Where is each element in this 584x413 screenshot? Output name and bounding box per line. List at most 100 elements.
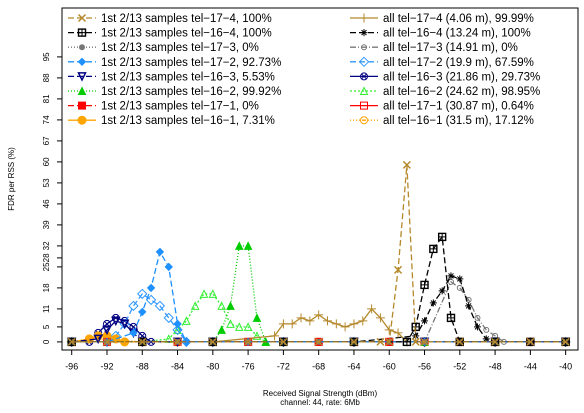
legend-marker xyxy=(78,101,86,110)
y-tick-label: 60 xyxy=(42,157,51,166)
marker-part xyxy=(361,44,367,51)
marker-part xyxy=(138,307,147,317)
marker-part xyxy=(93,334,103,345)
data-point xyxy=(217,325,226,334)
marker-part xyxy=(102,319,111,328)
data-point xyxy=(234,241,244,250)
marker-part xyxy=(360,29,368,37)
data-point xyxy=(137,288,148,300)
marker-part xyxy=(331,319,341,329)
data-point xyxy=(421,317,429,325)
x-tick-label: -60 xyxy=(383,361,396,371)
legend-marker xyxy=(361,44,367,51)
data-point xyxy=(491,337,500,346)
marker-part xyxy=(296,313,306,323)
marker-part xyxy=(403,338,411,346)
data-point xyxy=(217,301,226,310)
data-point xyxy=(376,337,385,346)
y-tick-label: 46 xyxy=(42,199,51,208)
y-tick-label: 67 xyxy=(42,136,51,145)
data-point xyxy=(287,319,297,329)
data-point xyxy=(482,335,490,343)
data-point xyxy=(163,312,174,324)
data-point xyxy=(385,337,394,346)
marker-part xyxy=(393,328,403,338)
marker-part xyxy=(129,328,138,338)
marker-part xyxy=(252,313,262,322)
data-point xyxy=(111,316,121,327)
y-tick-label: 18 xyxy=(42,283,51,292)
marker-part xyxy=(77,86,87,95)
x-tick-label: -76 xyxy=(242,361,255,371)
legend-marker xyxy=(77,72,87,82)
marker-part xyxy=(526,337,535,346)
data-point xyxy=(394,265,403,274)
marker-part xyxy=(139,333,146,339)
marker-part xyxy=(455,337,464,346)
legend-marker xyxy=(359,13,369,23)
series-line xyxy=(71,245,566,343)
marker-part xyxy=(78,101,86,110)
data-point xyxy=(279,337,288,346)
data-point xyxy=(129,328,138,338)
data-point xyxy=(155,247,165,257)
data-point xyxy=(138,307,147,317)
marker-part xyxy=(367,304,377,314)
marker-part xyxy=(287,319,297,329)
data-point xyxy=(138,337,147,346)
marker-part xyxy=(363,119,365,122)
marker-part xyxy=(491,337,500,346)
marker-part xyxy=(102,325,112,336)
marker-part xyxy=(67,337,76,346)
data-point xyxy=(226,301,235,310)
marker-part xyxy=(217,301,226,310)
legend-marker xyxy=(79,44,85,51)
marker-part xyxy=(361,73,367,80)
legend-label: 1st 2/13 samples tel−16−4, 100% xyxy=(101,28,272,40)
marker-part xyxy=(429,245,437,253)
x-tick-label: -48 xyxy=(489,361,502,371)
data-point xyxy=(455,337,464,346)
y-tick-label: 74 xyxy=(42,115,51,124)
marker-part xyxy=(234,322,244,331)
marker-part xyxy=(154,300,166,312)
x-tick-label: -52 xyxy=(453,361,466,371)
data-point xyxy=(314,310,324,320)
marker-part xyxy=(358,316,368,326)
data-point xyxy=(181,336,192,348)
legend-marker xyxy=(360,116,368,125)
x-tick-label: -72 xyxy=(277,361,290,371)
data-point xyxy=(93,334,103,345)
data-point xyxy=(402,337,412,347)
x-tick-label: -44 xyxy=(524,361,537,371)
legend-marker xyxy=(359,86,369,95)
marker-part xyxy=(102,337,112,346)
marker-part xyxy=(208,337,217,346)
legend-label: all tel−16−1 (31.5 m), 17.12% xyxy=(383,115,534,127)
legend-label: all tel−17−3 (14.91 m), 0% xyxy=(383,42,518,54)
marker-part xyxy=(270,331,280,341)
data-point xyxy=(252,313,262,322)
legend-marker xyxy=(77,86,87,95)
legend-label: 1st 2/13 samples tel−16−2, 99.92% xyxy=(101,86,281,98)
marker-part xyxy=(77,13,87,23)
marker-part xyxy=(244,337,253,346)
marker-part xyxy=(278,319,288,329)
data-point xyxy=(145,294,157,306)
y-tick-label: 39 xyxy=(42,220,51,229)
data-point xyxy=(331,319,341,329)
legend-label: 1st 2/13 samples tel−16−3, 5.53% xyxy=(101,71,275,83)
data-point xyxy=(367,304,377,314)
marker-part xyxy=(429,299,437,307)
legend-marker xyxy=(360,29,368,37)
data-point xyxy=(173,337,182,346)
marker-part xyxy=(243,241,253,250)
data-point xyxy=(102,319,111,328)
y-tick-label: 11 xyxy=(42,304,51,313)
marker-part xyxy=(182,316,191,325)
marker-part xyxy=(226,301,235,310)
marker-part xyxy=(360,72,368,81)
marker-part xyxy=(314,310,324,320)
